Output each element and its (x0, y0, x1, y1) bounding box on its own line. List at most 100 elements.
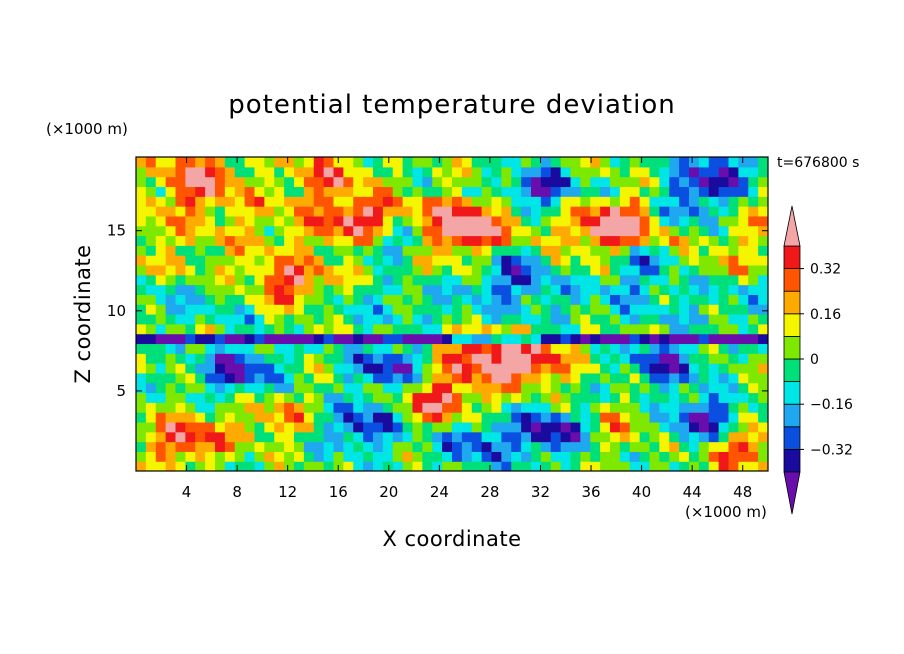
heatmap-cell (728, 225, 739, 237)
heatmap-cell (234, 284, 246, 295)
heatmap-cell (333, 441, 344, 452)
heatmap-cell (728, 323, 739, 335)
heatmap-cell (175, 372, 186, 384)
heatmap-cell (333, 304, 344, 315)
heatmap-cell (343, 333, 354, 345)
heatmap-cell (610, 206, 621, 217)
heatmap-cell (738, 157, 749, 168)
heatmap-cell (649, 382, 660, 394)
heatmap-cell (471, 157, 483, 168)
heatmap-cell (689, 353, 700, 364)
heatmap-cell (333, 235, 344, 246)
heatmap-cell (511, 264, 522, 276)
heatmap-cell (224, 157, 236, 168)
heatmap-cell (619, 284, 631, 295)
heatmap-cell (284, 382, 295, 394)
heatmap-cell (422, 343, 433, 354)
heatmap-cell (501, 372, 512, 384)
heatmap-cell (333, 166, 344, 178)
heatmap-cell (373, 392, 384, 403)
heatmap-cell (175, 166, 186, 178)
heatmap-cell (392, 206, 404, 217)
heatmap-cell (649, 215, 660, 227)
heatmap-cell (511, 333, 522, 345)
heatmap-cell (511, 157, 522, 168)
heatmap-cell (738, 343, 749, 354)
heatmap-cell (234, 196, 246, 207)
y-axis-label: Z coordinate (71, 244, 95, 383)
heatmap-cell (698, 461, 710, 471)
heatmap-cell (422, 421, 433, 433)
heatmap-cell (145, 441, 157, 452)
heatmap-cell (649, 421, 660, 433)
heatmap-cell (590, 363, 601, 374)
heatmap-cell (689, 245, 700, 256)
heatmap-cell (590, 392, 601, 403)
heatmap-cell (728, 431, 739, 443)
heatmap-cell (698, 255, 710, 266)
heatmap-cell (491, 372, 502, 384)
heatmap-cell (758, 343, 768, 354)
heatmap-cell (155, 225, 167, 237)
heatmap-cell (501, 284, 512, 295)
heatmap-cell (590, 176, 601, 188)
heatmap-cell (639, 304, 651, 315)
heatmap-cell (708, 294, 720, 305)
heatmap-cell (264, 264, 275, 276)
colorbar-tick-label: −0.16 (810, 397, 853, 413)
heatmap-cell (570, 166, 581, 178)
heatmap-cell (234, 372, 246, 384)
heatmap-cell (313, 402, 325, 413)
heatmap-cell (550, 461, 562, 471)
heatmap-cell (708, 314, 720, 325)
heatmap-cell (313, 343, 325, 354)
heatmap-cell (224, 215, 236, 227)
heatmap-cell (353, 412, 364, 423)
heatmap-cell (540, 186, 552, 197)
heatmap-cell (215, 284, 226, 295)
heatmap-cell (323, 314, 335, 325)
heatmap-cell (580, 274, 591, 286)
heatmap-cell (274, 225, 285, 237)
heatmap-cell (531, 176, 542, 188)
heatmap-cell (511, 176, 522, 188)
heatmap-cell (659, 431, 670, 443)
heatmap-cell (659, 166, 670, 178)
heatmap-cell (698, 304, 710, 315)
colorbar-tick-label: 0.16 (810, 307, 841, 323)
heatmap-cell (728, 441, 739, 452)
heatmap-cell (303, 157, 315, 168)
heatmap-cell (195, 225, 206, 237)
heatmap-cell (175, 314, 186, 325)
heatmap-cell (422, 441, 433, 452)
heatmap-cell (323, 206, 335, 217)
heatmap-cell (215, 441, 226, 452)
heatmap-cell (392, 392, 404, 403)
heatmap-cell (679, 284, 690, 295)
heatmap-cell (639, 166, 651, 178)
heatmap-cell (481, 304, 493, 315)
heatmap-cell (373, 353, 384, 364)
heatmap-cell (758, 166, 768, 178)
heatmap-cell (402, 215, 414, 227)
heatmap-cell (373, 323, 384, 335)
heatmap-cell (659, 225, 670, 237)
heatmap-cell (471, 451, 483, 462)
heatmap-cell (639, 245, 651, 256)
heatmap-cell (580, 461, 591, 471)
heatmap-cell (511, 382, 522, 394)
heatmap-cell (698, 294, 710, 305)
heatmap-cell (323, 157, 335, 168)
heatmap-cell (254, 363, 265, 374)
heatmap-cell (669, 421, 680, 433)
heatmap-cell (758, 382, 768, 394)
heatmap-cell (550, 166, 562, 178)
heatmap-cell (471, 284, 483, 295)
heatmap-cell (590, 451, 601, 462)
heatmap-cell (748, 225, 759, 237)
heatmap-cell (550, 353, 562, 364)
heatmap-cell (284, 264, 295, 276)
heatmap-cell (294, 343, 305, 354)
heatmap-cell (669, 451, 680, 462)
heatmap-cell (560, 451, 572, 462)
